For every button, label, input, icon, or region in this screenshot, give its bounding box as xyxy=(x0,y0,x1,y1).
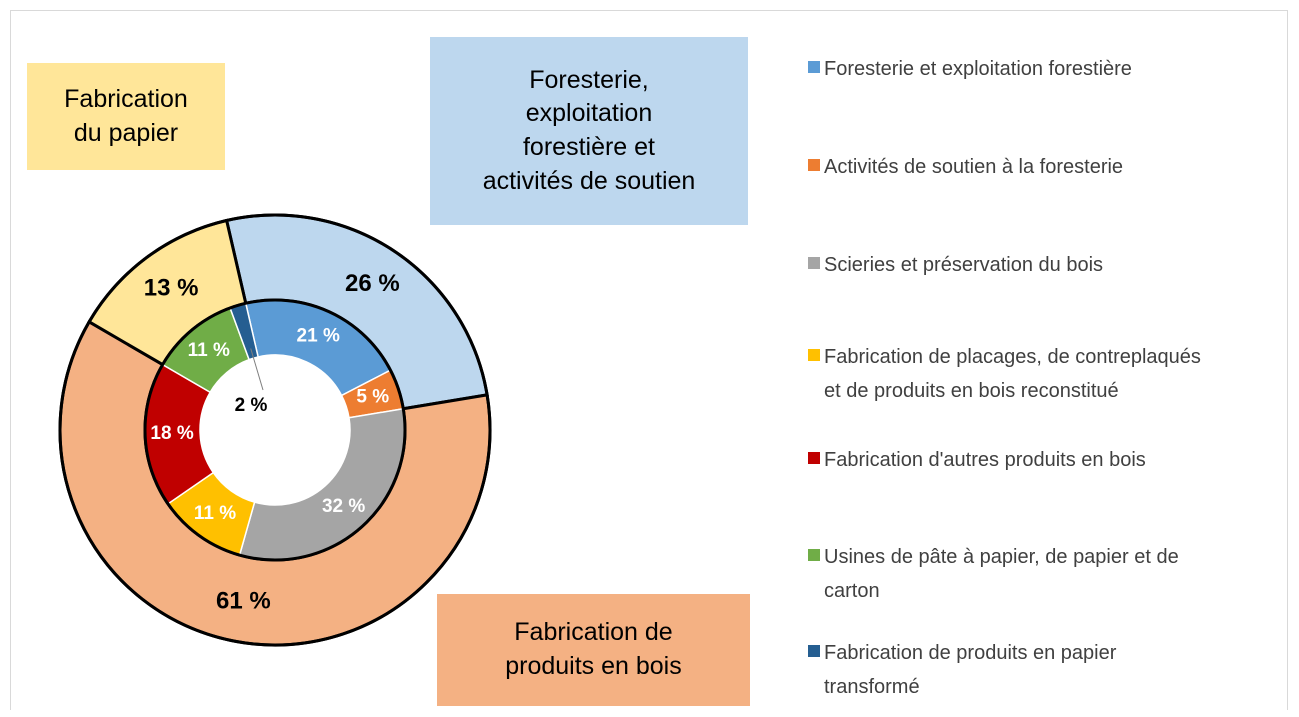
legend-swatch xyxy=(808,452,820,464)
legend-label: Activités de soutien à la foresterie xyxy=(824,156,1124,178)
value-label: 13 % xyxy=(144,274,199,301)
legend-item: Scieries et préservation du bois xyxy=(808,248,1103,282)
value-label: 2 % xyxy=(235,395,268,416)
legend-label: Foresterie et exploitation forestière xyxy=(824,58,1132,80)
legend-label: Fabrication de placages, de contreplaqué… xyxy=(824,346,1201,402)
value-label: 5 % xyxy=(356,387,389,408)
legend-label: Scieries et préservation du bois xyxy=(824,254,1104,276)
legend-label: Usines de pâte à papier, de papier et de… xyxy=(824,546,1179,602)
legend-swatch xyxy=(808,257,820,269)
legend-label: Fabrication de produits en papier transf… xyxy=(824,642,1117,698)
legend-item: Activités de soutien à la foresterie xyxy=(808,150,1123,184)
value-label: 21 % xyxy=(297,326,340,347)
legend-swatch xyxy=(808,61,820,73)
value-label: 26 % xyxy=(345,270,400,297)
ring-outline xyxy=(143,298,407,562)
value-label: 11 % xyxy=(194,503,236,524)
leader-line xyxy=(250,348,264,391)
ring-outline xyxy=(58,213,492,647)
legend-item: Foresterie et exploitation forestière xyxy=(808,52,1132,86)
legend-swatch xyxy=(808,645,820,657)
annotation-box: Fabrication du papier xyxy=(27,63,225,170)
legend-item: Fabrication de produits en papier transf… xyxy=(808,636,1116,704)
legend-label: Fabrication d'autres produits en bois xyxy=(824,449,1146,471)
value-label: 61 % xyxy=(216,587,271,614)
chart-frame xyxy=(10,10,1288,710)
legend-swatch xyxy=(808,159,820,171)
legend-item: Fabrication de placages, de contreplaqué… xyxy=(808,340,1201,408)
legend-swatch xyxy=(808,349,820,361)
value-label: 32 % xyxy=(322,496,365,517)
value-label: 18 % xyxy=(150,423,193,444)
annotation-box: Foresterie, exploitation forestière et a… xyxy=(430,37,748,225)
legend-item: Usines de pâte à papier, de papier et de… xyxy=(808,540,1179,608)
annotation-box: Fabrication de produits en bois xyxy=(437,594,750,706)
legend-swatch xyxy=(808,549,820,561)
value-label: 11 % xyxy=(188,340,230,361)
legend-item: Fabrication d'autres produits en bois xyxy=(808,443,1146,477)
